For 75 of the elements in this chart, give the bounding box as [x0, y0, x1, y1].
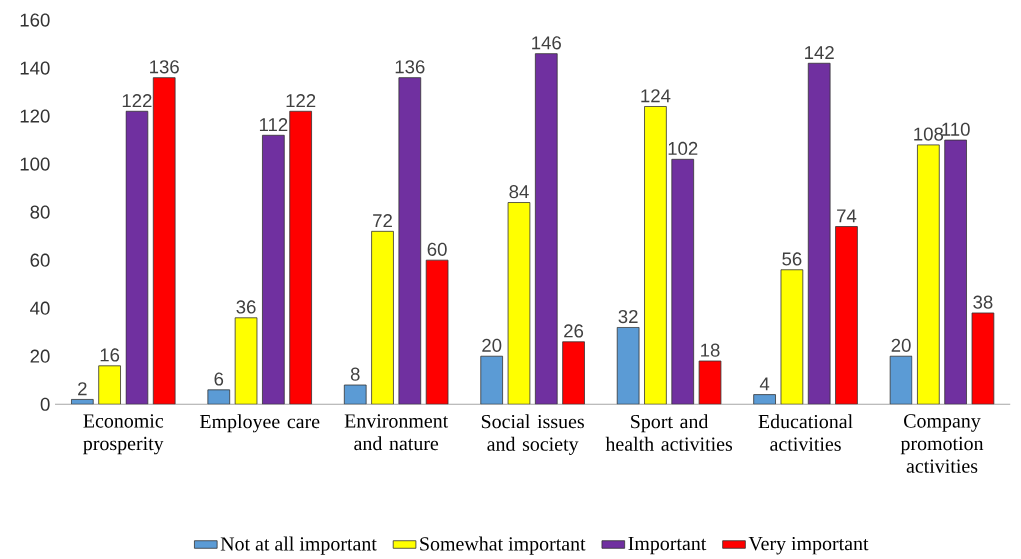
data-label: 2 [78, 382, 87, 396]
bar [125, 110, 149, 405]
data-label: 74 [837, 209, 857, 223]
data-label: 122 [286, 93, 316, 107]
data-label: 36 [236, 300, 256, 314]
y-tick-label: 40 [30, 301, 50, 315]
bar [562, 341, 585, 405]
data-label: 8 [350, 367, 360, 381]
data-label: 110 [942, 122, 970, 136]
data-label: 6 [214, 372, 224, 386]
y-tick-label: 20 [30, 349, 50, 363]
x-tick-label: Employee care [199, 414, 320, 433]
bar [753, 394, 776, 405]
y-tick-label: 140 [20, 61, 50, 75]
y-tick-label: 0 [40, 397, 50, 411]
bar [398, 77, 422, 405]
data-label: 136 [395, 60, 425, 74]
legend-label: Somewhat important [420, 536, 586, 555]
data-label: 72 [373, 213, 392, 227]
y-tick-label: 80 [30, 205, 50, 219]
data-label: 16 [100, 348, 120, 362]
data-label: 56 [782, 252, 802, 266]
data-label: 136 [150, 60, 179, 74]
bar [644, 105, 667, 405]
data-label: 32 [618, 309, 638, 324]
data-label: 112 [259, 117, 288, 131]
y-tick-label: 100 [20, 157, 50, 171]
bar [234, 317, 258, 405]
data-label: 20 [891, 338, 911, 352]
bar [971, 312, 995, 405]
bar [534, 53, 558, 405]
x-tick-label: Educational activities [758, 414, 853, 451]
legend-label: Very important [748, 536, 869, 555]
bar [480, 355, 504, 405]
data-label: 124 [641, 89, 671, 103]
data-label: 84 [509, 184, 529, 199]
bar [371, 230, 394, 405]
data-label: 38 [973, 295, 993, 309]
data-label: 122 [122, 93, 152, 107]
data-label: 20 [482, 338, 502, 352]
bar [152, 77, 176, 405]
x-tick-label: Economic prosperity [83, 414, 164, 455]
x-tick-label: Social issues and society [481, 414, 584, 455]
bar [671, 158, 695, 405]
data-label: 102 [668, 141, 698, 155]
bar [917, 144, 940, 405]
bar [616, 326, 640, 405]
bar [98, 365, 121, 405]
bar [343, 384, 367, 405]
y-tick-label: 120 [20, 109, 50, 123]
legend-label: Not at all important [220, 536, 377, 555]
bar [262, 134, 285, 405]
y-tick-label: 60 [30, 253, 50, 267]
bar [944, 139, 967, 405]
data-label: 108 [914, 127, 944, 141]
bar [780, 269, 804, 405]
bar [207, 389, 231, 405]
y-tick-label: 160 [20, 13, 50, 27]
data-label: 26 [564, 324, 584, 338]
x-tick-label: Sport and health activities [605, 414, 733, 451]
x-tick-label: Company promotion activities [900, 414, 984, 473]
bar [889, 355, 913, 405]
data-label: 146 [532, 36, 561, 50]
bar [71, 398, 94, 405]
bar [807, 62, 831, 405]
bar [507, 202, 531, 405]
bar [425, 259, 449, 405]
data-label: 4 [759, 377, 770, 391]
bar [289, 110, 312, 405]
bar [835, 226, 858, 405]
x-tick-label: Environment and nature [344, 414, 449, 451]
data-label: 60 [427, 242, 447, 256]
data-label: 142 [805, 45, 834, 59]
data-label: 18 [701, 343, 720, 357]
legend-label: Important [628, 536, 707, 555]
